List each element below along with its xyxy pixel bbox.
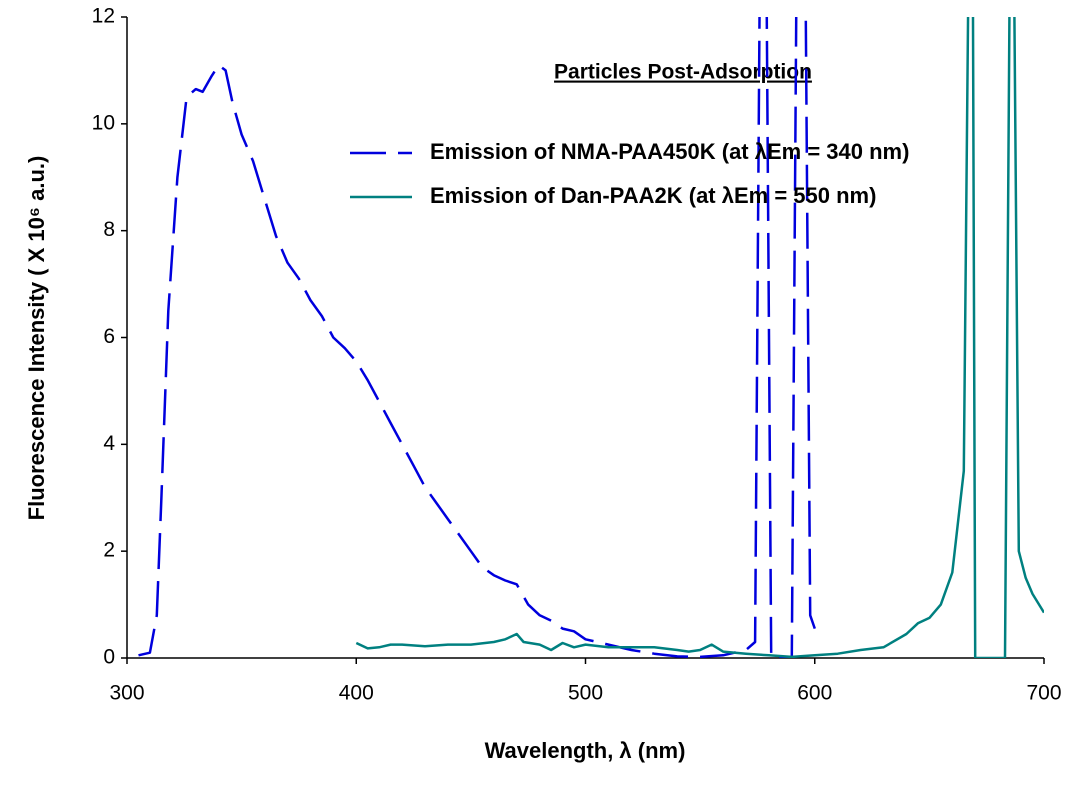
- y-tick-label: 6: [103, 325, 115, 348]
- x-tick-label: 500: [568, 682, 603, 705]
- series-line: [355, 17, 1044, 658]
- y-tick-label: 10: [92, 111, 115, 134]
- legend-label: Emission of NMA-PAA450K (at λEm = 340 nm…: [430, 139, 909, 164]
- x-tick-label: 700: [1026, 682, 1061, 705]
- y-tick-label: 12: [92, 5, 115, 28]
- x-tick-label: 600: [797, 682, 832, 705]
- legend-label: Emission of Dan-PAA2K (at λEm = 550 nm): [430, 183, 876, 208]
- y-tick-label: 8: [103, 218, 115, 241]
- x-tick-label: 300: [109, 682, 144, 705]
- y-tick-label: 2: [103, 539, 115, 562]
- y-axis-title: Fluorescence Intensity ( X 10⁶ a.u.): [24, 156, 49, 521]
- x-axis-title: Wavelength, λ (nm): [485, 738, 686, 763]
- y-tick-label: 0: [103, 646, 115, 669]
- x-tick-label: 400: [339, 682, 374, 705]
- chart-title: Particles Post-Adsorption: [554, 61, 812, 84]
- plot-area: [138, 17, 1044, 658]
- series-line: [138, 17, 816, 658]
- y-tick-label: 4: [103, 432, 115, 455]
